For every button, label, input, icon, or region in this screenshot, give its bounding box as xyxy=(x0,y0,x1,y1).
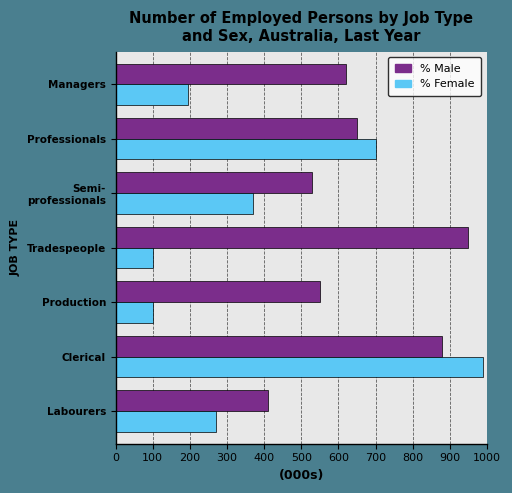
Bar xyxy=(116,227,468,247)
Bar xyxy=(116,84,188,105)
Y-axis label: JOB TYPE: JOB TYPE xyxy=(11,219,21,276)
Bar xyxy=(116,390,268,411)
Bar xyxy=(116,336,442,356)
X-axis label: (000s): (000s) xyxy=(279,469,324,482)
Legend: % Male, % Female: % Male, % Female xyxy=(388,57,481,96)
Bar xyxy=(116,173,312,193)
Bar xyxy=(116,411,216,432)
Bar xyxy=(116,356,483,377)
Bar xyxy=(116,64,346,84)
Bar xyxy=(116,282,320,302)
Bar xyxy=(116,193,253,214)
Bar xyxy=(116,139,375,159)
Bar xyxy=(116,247,153,268)
Bar xyxy=(116,302,153,323)
Title: Number of Employed Persons by Job Type
and Sex, Australia, Last Year: Number of Employed Persons by Job Type a… xyxy=(129,11,473,43)
Bar xyxy=(116,118,357,139)
